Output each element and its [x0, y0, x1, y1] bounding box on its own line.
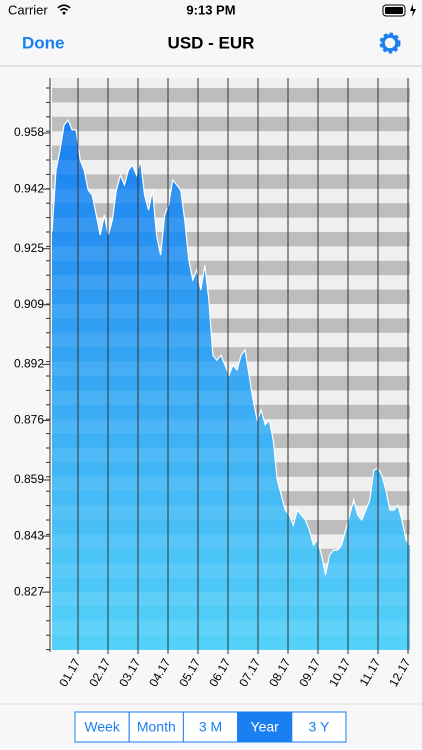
x-tick-label: 08.17	[266, 656, 293, 689]
segment-label[interactable]: Week	[84, 719, 121, 735]
y-tick-label: 0.909	[14, 297, 44, 311]
y-tick-label: 0.843	[14, 528, 44, 542]
clock: 9:13 PM	[186, 2, 235, 17]
battery-level	[385, 7, 403, 14]
x-tick-label: 09.17	[296, 656, 323, 689]
y-tick-label: 0.942	[14, 181, 44, 195]
segment-label[interactable]: Month	[137, 719, 176, 735]
segment-label[interactable]: Year	[251, 719, 280, 735]
segment[interactable]	[291, 711, 347, 743]
y-tick-label: 0.925	[14, 241, 44, 255]
segmented-control: Week Month 3 M Year 3 Y	[74, 711, 347, 743]
carrier: Carrier	[8, 2, 48, 17]
area-stripes	[52, 120, 410, 650]
x-tick-label: 01.17	[56, 656, 83, 689]
header-bg	[0, 0, 422, 66]
x-tick-label: 10.17	[326, 656, 353, 689]
y-tick-label: 0.876	[14, 413, 44, 427]
plot	[51, 78, 411, 654]
settings-icon[interactable]	[379, 32, 401, 54]
segment[interactable]	[182, 711, 239, 743]
nav-title: USD - EUR	[168, 33, 255, 52]
segment[interactable]	[237, 711, 293, 743]
charge-icon	[410, 4, 416, 17]
gear-ring	[381, 34, 399, 52]
x-tick-label: 02.17	[86, 656, 113, 689]
x-tick-label: 12.17	[386, 656, 413, 689]
x-tick-label: 04.17	[146, 656, 173, 689]
wifi-icon	[57, 4, 71, 12]
x-tick-label: 11.17	[357, 656, 384, 689]
done-button[interactable]: Done	[22, 33, 65, 52]
line	[51, 118, 411, 576]
x-tick-label: 06.17	[206, 656, 233, 689]
x-tick-label: 03.17	[116, 656, 143, 689]
y-tick-label: 0.892	[14, 357, 44, 371]
x-tick-label: 05.17	[176, 656, 203, 689]
battery	[382, 4, 406, 17]
y-tick-label: 0.859	[14, 472, 44, 486]
segment-label[interactable]: 3 Y	[309, 719, 330, 735]
segment-label[interactable]: 3 M	[199, 719, 222, 735]
y-tick-label: 0.827	[14, 584, 44, 598]
x-tick-label: 07.17	[236, 656, 263, 689]
wifi-dot	[62, 11, 66, 15]
y-tick-label: 0.958	[14, 125, 44, 139]
